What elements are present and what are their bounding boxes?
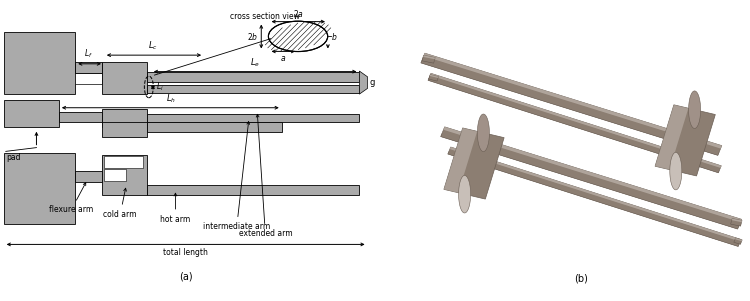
Bar (75, 62, 102, 73)
Text: $\mathit{a}$: $\mathit{a}$ (280, 54, 286, 63)
Polygon shape (732, 219, 742, 222)
Bar (4, 154, 75, 224)
Polygon shape (670, 152, 682, 190)
Text: intermediate arm: intermediate arm (203, 122, 270, 231)
Bar (4, 100, 59, 127)
Text: flexure arm: flexure arm (49, 183, 93, 214)
Polygon shape (441, 127, 742, 229)
Polygon shape (655, 105, 716, 176)
Bar (102, 109, 147, 127)
Polygon shape (359, 71, 368, 94)
Text: cold arm: cold arm (104, 188, 137, 219)
Polygon shape (441, 133, 739, 229)
Polygon shape (444, 128, 504, 199)
Polygon shape (444, 128, 477, 193)
Text: $\mathit{b}$: $\mathit{b}$ (331, 31, 338, 42)
Polygon shape (429, 75, 439, 81)
Bar (147, 72, 359, 82)
Text: $\mathit{2b}$: $\mathit{2b}$ (247, 31, 258, 42)
Bar (75, 171, 102, 182)
Bar (102, 62, 147, 94)
Polygon shape (730, 222, 741, 226)
Polygon shape (428, 73, 722, 173)
Text: pad: pad (6, 153, 20, 162)
Polygon shape (423, 55, 435, 59)
Text: g: g (370, 78, 375, 87)
Polygon shape (450, 147, 741, 242)
Polygon shape (448, 152, 740, 247)
Bar (59, 112, 102, 122)
Polygon shape (424, 53, 722, 148)
Text: cross section view: cross section view (230, 12, 300, 21)
Bar (147, 114, 359, 122)
Polygon shape (421, 60, 719, 155)
Bar (147, 185, 359, 195)
Bar (147, 122, 282, 132)
Polygon shape (422, 55, 435, 63)
Bar (102, 155, 147, 195)
Ellipse shape (268, 21, 328, 51)
Polygon shape (734, 238, 742, 244)
Text: $\mathit{L_i}$: $\mathit{L_i}$ (156, 81, 164, 93)
Text: hot arm: hot arm (160, 193, 190, 224)
Bar (104, 169, 126, 181)
Bar (147, 85, 359, 93)
Polygon shape (421, 53, 722, 155)
Polygon shape (430, 75, 439, 78)
Text: (a): (a) (178, 271, 193, 281)
Polygon shape (430, 73, 722, 168)
Text: (b): (b) (574, 273, 588, 284)
Bar (104, 156, 142, 168)
Text: $\mathit{L_e}$: $\mathit{L_e}$ (250, 57, 260, 69)
Polygon shape (734, 241, 741, 244)
Text: total length: total length (164, 248, 208, 257)
Bar (102, 122, 147, 138)
Text: $\mathit{L_h}$: $\mathit{L_h}$ (166, 92, 176, 105)
Text: $\mathit{2a}$: $\mathit{2a}$ (292, 8, 304, 19)
Polygon shape (688, 91, 700, 129)
Polygon shape (655, 105, 688, 170)
Polygon shape (428, 78, 719, 173)
Polygon shape (730, 219, 742, 226)
Polygon shape (458, 175, 470, 213)
Text: $\mathit{L_c}$: $\mathit{L_c}$ (148, 39, 158, 52)
Bar (4, 32, 75, 94)
Polygon shape (478, 114, 490, 152)
Text: $\mathit{L_f}$: $\mathit{L_f}$ (84, 48, 93, 60)
Polygon shape (443, 127, 742, 222)
Polygon shape (448, 147, 741, 247)
Polygon shape (429, 77, 437, 81)
Bar (75, 73, 102, 84)
Polygon shape (422, 59, 434, 63)
Text: extended arm: extended arm (238, 114, 292, 238)
Polygon shape (735, 238, 742, 241)
